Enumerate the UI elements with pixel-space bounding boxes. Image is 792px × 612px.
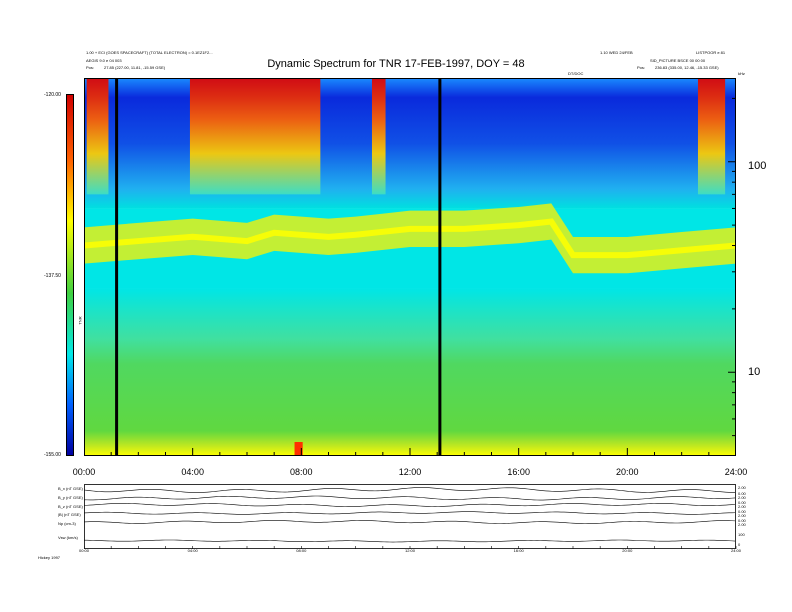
emission-band-core xyxy=(84,218,736,259)
aux-panels-svg xyxy=(83,484,737,549)
x-tick-1600: 16:00 xyxy=(507,467,530,477)
aux-xtick-1: 04:00 xyxy=(187,548,198,553)
right-info-line1: 1.10 WED 24/FEB xyxy=(600,50,633,55)
aux-trace-np xyxy=(83,520,736,524)
aux-label-bx: B_x (nT GSE) xyxy=(58,486,83,491)
burst-region-3 xyxy=(371,78,386,195)
aux-rtick-8: 2.00 xyxy=(738,522,746,527)
aux-xtick-0: 00:00 xyxy=(78,548,90,553)
aux-xtick-2: 08:00 xyxy=(296,548,307,553)
mid-small-label: DT/DOC xyxy=(568,71,584,76)
aux-xtick-3: 12:00 xyxy=(404,548,416,553)
colorbar-tick-top: -120.00 xyxy=(44,92,61,98)
left-info-line1: 1.00 + ECI (GOES SPACECRAFT) (TOTAL ELEC… xyxy=(86,50,213,55)
left-pos-value: 27.85 (227.00, 11.81, -15.59 GSE) xyxy=(104,65,166,70)
aux-rtick-1: 0.00 xyxy=(738,491,746,496)
plot-frame xyxy=(84,78,736,456)
aux-rtick-9: 100 xyxy=(738,532,745,537)
right-pos-value: 236.83 (335.00, 12.46, -15.33 GSE) xyxy=(655,65,719,70)
right-info-line2: LISTPOOR e 81 xyxy=(696,50,726,55)
spectrum-lower-band xyxy=(84,288,736,456)
khz-unit-label: kHz xyxy=(738,71,745,76)
burst-region-2 xyxy=(189,78,321,195)
data-gap-line-2 xyxy=(438,78,442,456)
aux-label-np: Np (cm-3) xyxy=(58,521,76,526)
right-pos-label: Pos: xyxy=(637,65,646,70)
aux-xtick-4: 16:00 xyxy=(513,548,524,553)
aux-rtick-7: 0.00 xyxy=(738,518,746,523)
aux-trace-vsw xyxy=(83,539,736,543)
spectrogram-plot xyxy=(84,78,736,456)
aux-label-bz: B_z (nT GSE) xyxy=(58,504,83,509)
aux-label-bmag: |B| (nT GSE) xyxy=(58,512,81,517)
y-tick-10: 10 xyxy=(748,366,761,378)
aux-xtick-6: 24:00 xyxy=(730,548,742,553)
aux-label-by: B_y (nT GSE) xyxy=(58,495,83,500)
spectrum-upper-band xyxy=(84,78,736,209)
right-info-line3: SID_PICTURE BSCE 00 00 00 xyxy=(650,58,706,63)
burst-region-1 xyxy=(86,78,109,195)
x-tick-0800: 08:00 xyxy=(290,467,313,477)
left-info-line2: AEGIS 9.0 e 04 003 xyxy=(86,58,122,63)
burst-region-4 xyxy=(697,78,726,195)
x-tick-0400: 04:00 xyxy=(181,467,204,477)
aux-trace-bz xyxy=(83,503,736,507)
aux-trace-bx xyxy=(83,487,735,493)
aux-panels xyxy=(83,484,764,561)
colorbar xyxy=(66,94,74,456)
colorbar-tick-mid: -137.50 xyxy=(44,273,61,279)
aux-rtick-10: 0 xyxy=(738,542,741,547)
data-gap-line-1 xyxy=(115,78,119,456)
spectrogram-svg xyxy=(84,78,736,456)
aux-rtick-4: 2.00 xyxy=(738,504,746,509)
y-tick-100: 100 xyxy=(748,160,767,172)
x-tick-2000: 20:00 xyxy=(616,467,639,477)
colorbar-tick-bottom: -155.00 xyxy=(44,452,61,458)
aux-xtick-5: 20:00 xyxy=(622,548,633,553)
aux-rtick-5: 0.00 xyxy=(738,509,746,514)
chart-title: Dynamic Spectrum for TNR 17-FEB-1997, DO… xyxy=(267,58,525,70)
aux-rtick-3: 0.00 xyxy=(738,500,746,505)
aux-rtick-6: 2.00 xyxy=(738,513,746,518)
aux-rtick-2: 2.00 xyxy=(738,495,746,500)
aux-trace-by xyxy=(83,495,736,501)
low-freq-hotspot xyxy=(294,442,303,456)
x-tick-0000: 00:00 xyxy=(72,467,96,477)
aux-frame xyxy=(84,484,736,549)
x-tick-2400: 24:00 xyxy=(724,467,748,477)
left-pos-label: Pos: xyxy=(86,65,95,70)
aux-label-vsw: Vsw (km/s) xyxy=(58,535,78,540)
aux-trace-bmag xyxy=(83,511,736,515)
aux-rtick-0: 2.00 xyxy=(738,485,746,490)
colorbar-unit: TNR xyxy=(77,316,83,325)
aux-footer: Hickey 1997 xyxy=(38,555,61,560)
x-tick-1200: 12:00 xyxy=(398,467,422,477)
